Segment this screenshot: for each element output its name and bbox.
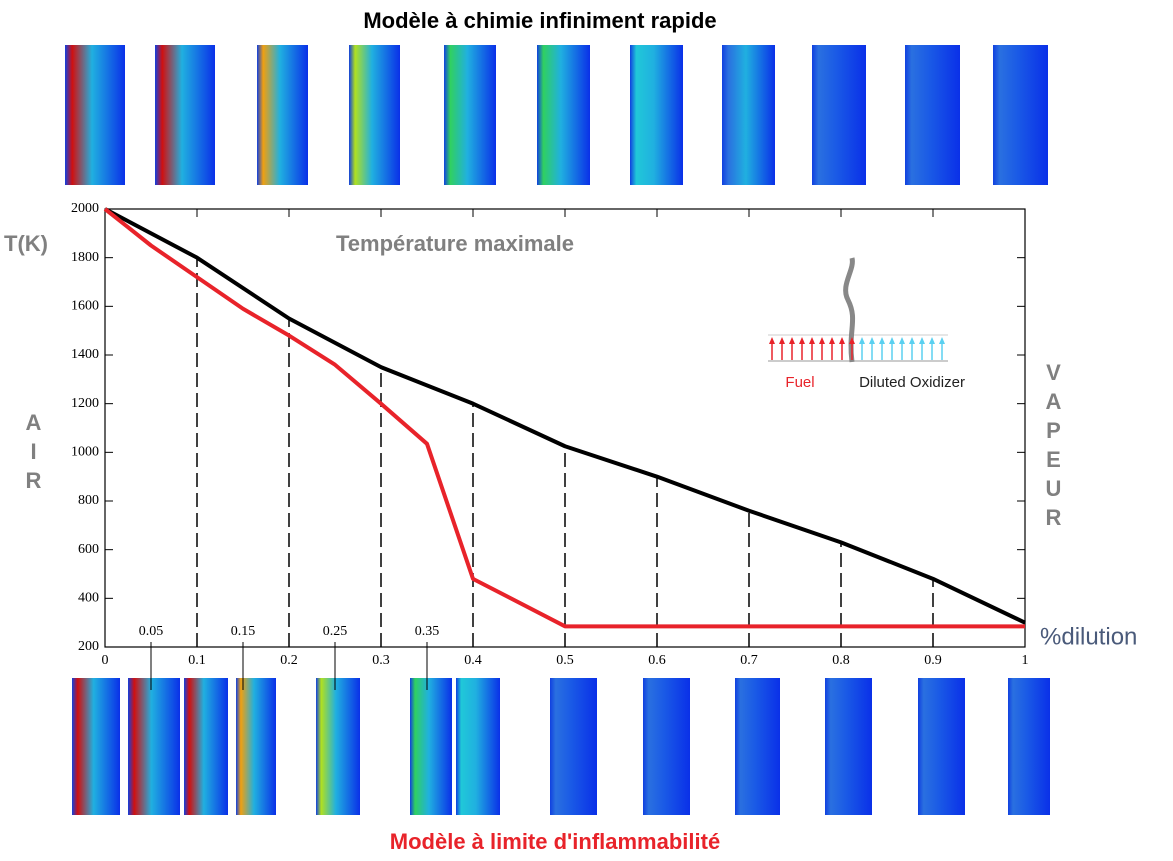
thumbnail	[735, 678, 780, 815]
thumbnail	[537, 45, 590, 185]
x-tick-label: 0.4	[464, 653, 482, 668]
x-tick-label: 0.5	[556, 653, 574, 668]
inset: Fuel Diluted Oxidizer	[768, 257, 965, 391]
x-tick-label: 0	[102, 653, 109, 668]
thumbnail	[72, 678, 120, 815]
arrow-head	[899, 337, 905, 344]
y-tick-label: 1400	[71, 347, 99, 362]
thumbnail	[128, 678, 180, 815]
thumbnail	[643, 678, 690, 815]
thumbnail	[349, 45, 400, 185]
thumbnail	[812, 45, 866, 185]
arrow-head	[769, 337, 775, 344]
y-tick-label: 1600	[71, 299, 99, 314]
thumbnail	[456, 678, 500, 815]
thumbnail	[316, 678, 360, 815]
arrow-head	[809, 337, 815, 344]
x-tick-label: 0.6	[648, 653, 666, 668]
arrow-head	[829, 337, 835, 344]
y-tick-label: 800	[78, 493, 99, 508]
series-line	[104, 207, 1026, 625]
thumbnail	[722, 45, 775, 185]
thumbnail	[236, 678, 276, 815]
thumbnail	[444, 45, 496, 185]
thumbnail	[410, 678, 452, 815]
arrow-head	[779, 337, 785, 344]
minor-tick-label: 0.25	[323, 624, 348, 639]
arrow-head	[869, 337, 875, 344]
minor-tick-label: 0.05	[139, 624, 164, 639]
thumbnail	[630, 45, 683, 185]
chart-subtitle: Modèle à limite d'inflammabilité	[390, 829, 720, 854]
y-tick-label: 600	[78, 542, 99, 557]
series-line	[103, 207, 1025, 629]
y-tick-label: 200	[78, 639, 99, 654]
right-label: VAPEUR	[1041, 360, 1066, 534]
arrow-head	[819, 337, 825, 344]
arrow-head	[939, 337, 945, 344]
y-tick-label: 2000	[71, 201, 99, 216]
y-tick-label: 400	[78, 591, 99, 606]
x-tick-label: 0.9	[924, 653, 942, 668]
y-axis-label: T(K)	[4, 231, 48, 256]
thumbnail	[1008, 678, 1050, 815]
thumbnail	[550, 678, 597, 815]
minor-tick-label: 0.35	[415, 624, 440, 639]
arrow-head	[839, 337, 845, 344]
arrow-head	[919, 337, 925, 344]
arrow-head	[799, 337, 805, 344]
x-tick-label: 1	[1022, 653, 1029, 668]
x-tick-label: 0.8	[832, 653, 850, 668]
left-label: AIR	[21, 410, 46, 497]
thumbnail	[905, 45, 960, 185]
x-tick-label: 0.3	[372, 653, 390, 668]
thumbnail	[65, 45, 125, 185]
arrow-head	[789, 337, 795, 344]
inset-label: Diluted Oxidizer	[859, 374, 965, 391]
thumbnail	[184, 678, 228, 815]
chart-title: Modèle à chimie infiniment rapide	[363, 8, 716, 33]
thumbnail	[155, 45, 215, 185]
arrow-head	[879, 337, 885, 344]
thumbnail	[993, 45, 1048, 185]
arrow-head	[909, 337, 915, 344]
inset-label: Fuel	[785, 374, 814, 391]
x-tick-label: 0.2	[280, 653, 298, 668]
inset-arrows	[769, 337, 945, 360]
x-tick-label: 0.7	[740, 653, 758, 668]
y-tick-label: 1000	[71, 445, 99, 460]
y-tick-label: 1800	[71, 250, 99, 265]
arrow-head	[929, 337, 935, 344]
x-tick-label: 0.1	[188, 653, 206, 668]
arrow-head	[889, 337, 895, 344]
arrow-head	[849, 337, 855, 344]
y-tick-label: 1200	[71, 396, 99, 411]
arrow-head	[859, 337, 865, 344]
x-axis-label: %dilution	[1040, 623, 1137, 650]
thumbnail	[918, 678, 965, 815]
minor-tick-label: 0.15	[231, 624, 256, 639]
thumbnail	[257, 45, 308, 185]
annotation: Température maximale	[336, 231, 574, 256]
thumbnail	[825, 678, 872, 815]
